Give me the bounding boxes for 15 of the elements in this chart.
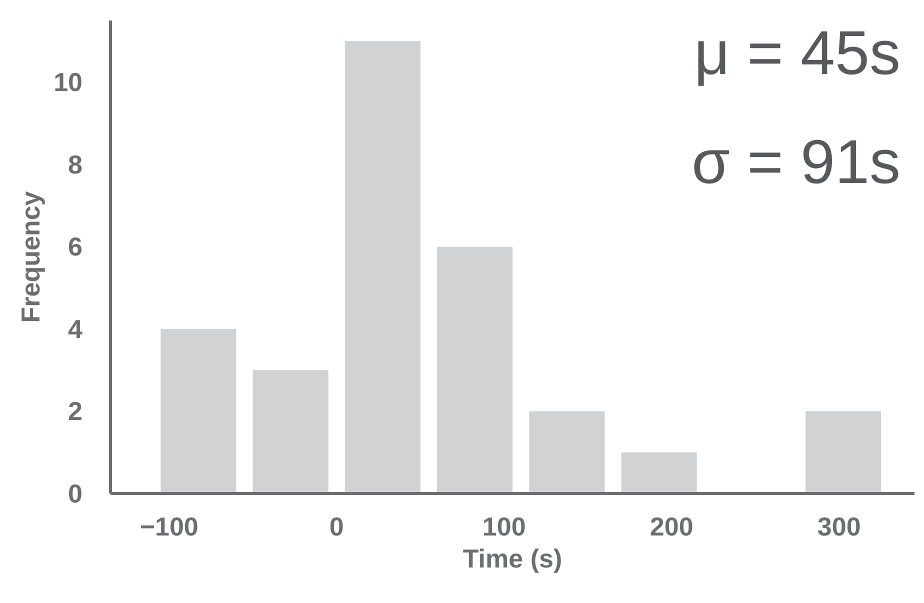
annotation: σ = 91s [692,128,901,197]
x-tick-label: 200 [650,512,694,542]
x-tick-label: 0 [329,512,344,542]
y-tick-label: 8 [68,149,83,180]
x-tick-label: 100 [482,512,526,542]
x-axis-title: Time (s) [462,544,562,574]
y-tick-label: 10 [54,67,82,98]
y-tick-label: 2 [68,396,83,426]
y-tick-label: 0 [68,478,83,508]
annotation: μ = 45s [694,19,900,88]
x-tick-label: −100 [140,512,198,542]
y-tick-label: 6 [68,232,83,262]
x-tick-label: 300 [817,512,861,542]
y-axis-title: Frequency [16,190,46,323]
y-tick-label: 4 [68,314,84,344]
